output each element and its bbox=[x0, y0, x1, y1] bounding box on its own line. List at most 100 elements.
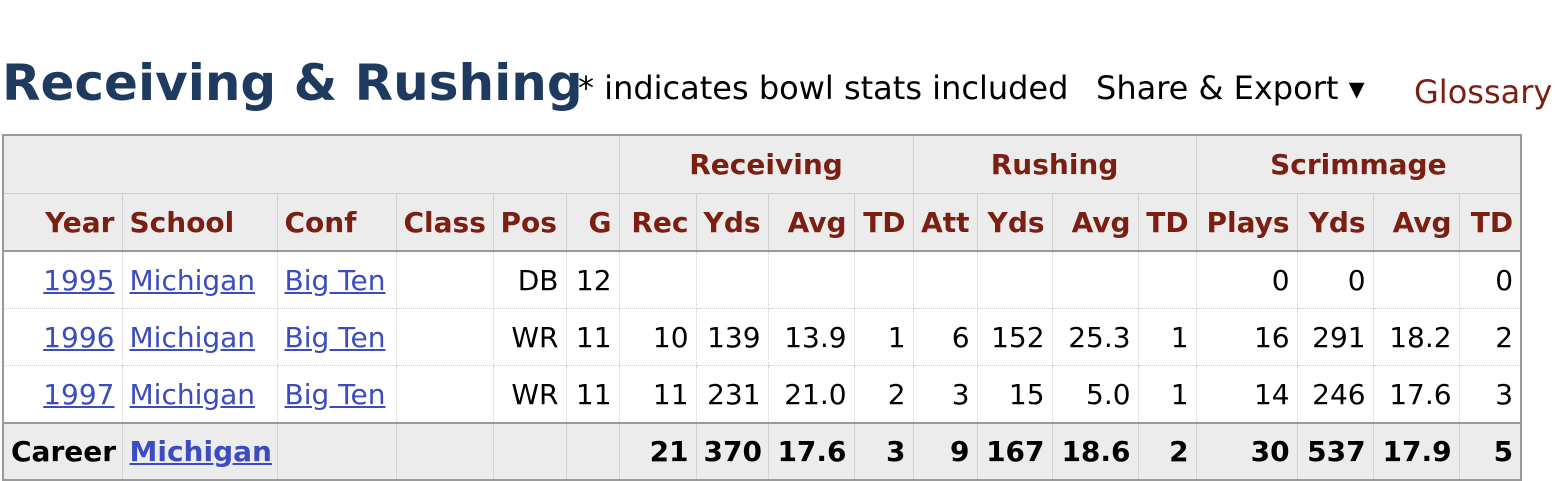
att-cell bbox=[913, 251, 978, 309]
att-cell: 6 bbox=[913, 308, 978, 366]
rush-avg-cell bbox=[1052, 251, 1139, 309]
rec-cell: 10 bbox=[619, 308, 697, 366]
col-header-rec[interactable]: Rec bbox=[619, 193, 697, 252]
school-cell[interactable]: Michigan bbox=[122, 308, 278, 366]
scrim-avg-cell: 17.6 bbox=[1373, 365, 1460, 424]
year-cell[interactable]: 1996 bbox=[3, 308, 123, 366]
conf-link[interactable]: Big Ten bbox=[284, 377, 386, 411]
col-header-class[interactable]: Class bbox=[396, 193, 494, 252]
career-conf-cell bbox=[277, 423, 397, 480]
col-header-plays[interactable]: Plays bbox=[1196, 193, 1298, 252]
career-rec-td-cell: 3 bbox=[854, 423, 914, 480]
col-header-rec-td[interactable]: TD bbox=[854, 193, 914, 252]
col-header-rush-yds[interactable]: Yds bbox=[977, 193, 1053, 252]
career-scrim-td-cell: 5 bbox=[1459, 423, 1522, 480]
year-link[interactable]: 1997 bbox=[43, 377, 115, 411]
class-cell bbox=[396, 308, 494, 366]
col-header-rec-yds[interactable]: Yds bbox=[696, 193, 769, 252]
year-cell[interactable]: 1997 bbox=[3, 365, 123, 424]
glossary-link[interactable]: Glossary bbox=[1414, 73, 1553, 111]
group-header-blank bbox=[3, 135, 620, 194]
career-label: Career bbox=[3, 423, 123, 480]
scrim-td-cell: 3 bbox=[1459, 365, 1522, 424]
page-title: Receiving & Rushing bbox=[2, 54, 583, 112]
rush-avg-cell: 25.3 bbox=[1052, 308, 1139, 366]
career-pos-cell bbox=[493, 423, 567, 480]
career-school-cell[interactable]: Michigan bbox=[122, 423, 278, 480]
rush-yds-cell bbox=[977, 251, 1053, 309]
year-link[interactable]: 1996 bbox=[43, 320, 115, 354]
year-link[interactable]: 1995 bbox=[43, 263, 115, 297]
school-cell[interactable]: Michigan bbox=[122, 365, 278, 424]
conf-link[interactable]: Big Ten bbox=[284, 263, 386, 297]
col-header-rec-avg[interactable]: Avg bbox=[768, 193, 855, 252]
conf-link[interactable]: Big Ten bbox=[284, 320, 386, 354]
col-header-scrim-avg[interactable]: Avg bbox=[1373, 193, 1460, 252]
plays-cell: 0 bbox=[1196, 251, 1298, 309]
pos-cell: DB bbox=[493, 251, 567, 309]
pos-cell: WR bbox=[493, 308, 567, 366]
school-link[interactable]: Michigan bbox=[129, 320, 256, 354]
scrim-td-cell: 0 bbox=[1459, 251, 1522, 309]
career-school-link[interactable]: Michigan bbox=[129, 435, 272, 468]
career-rush-avg-cell: 18.6 bbox=[1052, 423, 1139, 480]
career-scrim-avg-cell: 17.9 bbox=[1373, 423, 1460, 480]
rec-td-cell bbox=[854, 251, 914, 309]
rush-yds-cell: 15 bbox=[977, 365, 1053, 424]
att-cell: 3 bbox=[913, 365, 978, 424]
year-cell[interactable]: 1995 bbox=[3, 251, 123, 309]
col-header-year[interactable]: Year bbox=[3, 193, 123, 252]
rush-td-cell: 1 bbox=[1138, 308, 1197, 366]
g-cell: 11 bbox=[566, 308, 620, 366]
g-cell: 12 bbox=[566, 251, 620, 309]
col-header-rush-td[interactable]: TD bbox=[1138, 193, 1197, 252]
class-cell bbox=[396, 251, 494, 309]
rush-td-cell: 1 bbox=[1138, 365, 1197, 424]
scrim-yds-cell: 246 bbox=[1297, 365, 1374, 424]
table-row: 1995 Michigan Big Ten DB 12 0 0 0 bbox=[3, 251, 1522, 309]
plays-cell: 16 bbox=[1196, 308, 1298, 366]
col-header-pos[interactable]: Pos bbox=[493, 193, 567, 252]
career-rush-yds-cell: 167 bbox=[977, 423, 1053, 480]
rec-td-cell: 1 bbox=[854, 308, 914, 366]
col-header-conf[interactable]: Conf bbox=[277, 193, 397, 252]
table-row: 1997 Michigan Big Ten WR 11 11 231 21.0 … bbox=[3, 365, 1522, 424]
share-export-button[interactable]: Share & Export ▾ bbox=[1096, 69, 1365, 107]
col-header-scrim-yds[interactable]: Yds bbox=[1297, 193, 1374, 252]
career-rec-cell: 21 bbox=[619, 423, 697, 480]
rec-avg-cell bbox=[768, 251, 855, 309]
scrim-yds-cell: 291 bbox=[1297, 308, 1374, 366]
school-link[interactable]: Michigan bbox=[129, 377, 256, 411]
conf-cell[interactable]: Big Ten bbox=[277, 308, 397, 366]
col-header-att[interactable]: Att bbox=[913, 193, 978, 252]
table-row: 1996 Michigan Big Ten WR 11 10 139 13.9 … bbox=[3, 308, 1522, 366]
career-plays-cell: 30 bbox=[1196, 423, 1298, 480]
scrim-avg-cell bbox=[1373, 251, 1460, 309]
rush-td-cell bbox=[1138, 251, 1197, 309]
group-header-rushing: Rushing bbox=[913, 135, 1197, 194]
receiving-rushing-table: Receiving Rushing Scrimmage Year School … bbox=[2, 134, 1523, 481]
group-header-row: Receiving Rushing Scrimmage bbox=[3, 135, 1522, 194]
rush-avg-cell: 5.0 bbox=[1052, 365, 1139, 424]
rec-yds-cell bbox=[696, 251, 769, 309]
rec-avg-cell: 13.9 bbox=[768, 308, 855, 366]
conf-cell[interactable]: Big Ten bbox=[277, 365, 397, 424]
career-rush-td-cell: 2 bbox=[1138, 423, 1197, 480]
group-header-receiving: Receiving bbox=[619, 135, 914, 194]
pos-cell: WR bbox=[493, 365, 567, 424]
column-header-row: Year School Conf Class Pos G Rec Yds Avg… bbox=[3, 193, 1522, 252]
col-header-rush-avg[interactable]: Avg bbox=[1052, 193, 1139, 252]
rec-yds-cell: 139 bbox=[696, 308, 769, 366]
career-rec-avg-cell: 17.6 bbox=[768, 423, 855, 480]
class-cell bbox=[396, 365, 494, 424]
school-link[interactable]: Michigan bbox=[129, 263, 256, 297]
col-header-g[interactable]: G bbox=[566, 193, 620, 252]
col-header-scrim-td[interactable]: TD bbox=[1459, 193, 1522, 252]
rec-yds-cell: 231 bbox=[696, 365, 769, 424]
career-g-cell bbox=[566, 423, 620, 480]
rec-avg-cell: 21.0 bbox=[768, 365, 855, 424]
school-cell[interactable]: Michigan bbox=[122, 251, 278, 309]
col-header-school[interactable]: School bbox=[122, 193, 278, 252]
conf-cell[interactable]: Big Ten bbox=[277, 251, 397, 309]
rec-td-cell: 2 bbox=[854, 365, 914, 424]
